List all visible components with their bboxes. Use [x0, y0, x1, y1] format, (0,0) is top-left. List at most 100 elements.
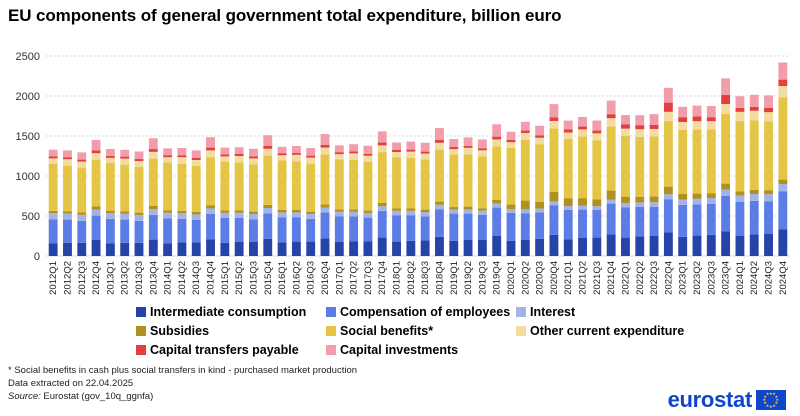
- bar-segment: [48, 156, 58, 159]
- bar-segment: [578, 116, 587, 127]
- x-tick-label: 2022Q3: [649, 261, 660, 295]
- bar-segment: [449, 139, 459, 148]
- bar-segment: [592, 140, 602, 200]
- bar-segment: [663, 87, 673, 103]
- bar-segment: [520, 132, 530, 140]
- bar-segment: [177, 210, 187, 214]
- bar-segment: [535, 137, 545, 145]
- bar-segment: [435, 209, 444, 237]
- x-tick-label: 2021Q3: [592, 261, 603, 295]
- bar-segment: [449, 207, 459, 210]
- flag-star-icon: ★: [772, 391, 776, 397]
- bar-segment: [392, 215, 401, 242]
- flag-star-icon: ★: [774, 393, 779, 399]
- bar-segment: [663, 102, 673, 112]
- bar-segment: [206, 239, 215, 256]
- bar-segment: [692, 198, 702, 205]
- bar-segment: [764, 121, 773, 191]
- bar-segment: [635, 125, 645, 130]
- legend-swatch: [516, 326, 526, 336]
- bar-segment: [206, 157, 215, 206]
- bar-segment: [549, 201, 559, 206]
- legend-label: Other current expenditure: [530, 324, 685, 338]
- bar-segment: [506, 240, 516, 256]
- bar-segment: [535, 208, 545, 213]
- y-tick-label: 1500: [16, 131, 40, 143]
- bar-segment: [306, 218, 316, 242]
- bar-segment: [721, 189, 731, 196]
- bar-segment: [206, 208, 215, 214]
- bar-segment: [48, 213, 58, 220]
- chart-title: EU components of general government tota…: [8, 6, 562, 25]
- bar-segment: [349, 241, 359, 256]
- bar-segment: [77, 242, 87, 256]
- bar-segment: [134, 242, 144, 256]
- bar-segment: [63, 219, 72, 243]
- bar-segment: [234, 218, 244, 242]
- x-tick-label: 2019Q1: [449, 261, 460, 295]
- bar-segment: [406, 208, 416, 211]
- bar-segment: [678, 106, 688, 118]
- bar-segment: [220, 242, 230, 256]
- bar-segment: [520, 213, 530, 240]
- bar-segment: [291, 217, 301, 242]
- bar-segment: [406, 151, 416, 158]
- bar-segment: [48, 149, 58, 157]
- bar-segment: [449, 154, 459, 208]
- bar-segment: [105, 157, 115, 164]
- legend-label: Subsidies: [150, 324, 210, 338]
- x-tick-label: 2013Q1: [105, 261, 116, 295]
- bar-segment: [692, 204, 702, 236]
- bar-segment: [578, 136, 587, 199]
- eu-flag-icon: ★ ★ ★ ★ ★ ★ ★ ★ ★ ★ ★ ★: [756, 390, 786, 410]
- bar-segment: [492, 146, 502, 200]
- bar-segment: [349, 144, 359, 152]
- bar-segment: [435, 236, 444, 256]
- bar-segment: [91, 160, 101, 207]
- eurostat-logo: eurostat ★ ★ ★ ★ ★ ★ ★ ★ ★ ★ ★ ★: [668, 387, 786, 413]
- bar-segment: [563, 210, 573, 240]
- bar-segment: [320, 144, 330, 148]
- bar-segment: [721, 104, 731, 114]
- bar-segment: [334, 145, 344, 153]
- bar-segment: [320, 154, 330, 205]
- bar-segment: [177, 157, 187, 164]
- bar-segment: [177, 218, 187, 243]
- bar-segment: [549, 128, 559, 192]
- x-tick-label: 2014Q1: [163, 261, 174, 295]
- bar-segment: [520, 240, 530, 256]
- x-tick-label: 2013Q3: [134, 261, 145, 295]
- bar-segment: [291, 154, 301, 162]
- bar-segment: [105, 243, 115, 256]
- bar-segment: [749, 94, 759, 107]
- x-tick-label: 2016Q4: [320, 261, 331, 295]
- legend-item: Capital transfers payable: [136, 343, 326, 357]
- bar-segment: [477, 210, 487, 215]
- x-tick-label: 2015Q1: [220, 261, 231, 295]
- bar-segment: [320, 212, 330, 239]
- bar-segment: [48, 158, 58, 164]
- bar-segment: [48, 210, 58, 214]
- bar-segment: [234, 156, 244, 163]
- bar-segment: [91, 153, 101, 160]
- bar-segment: [148, 149, 158, 152]
- bar-segment: [721, 196, 731, 232]
- bar-segment: [191, 160, 201, 166]
- bar-segment: [549, 104, 559, 118]
- bar-segment: [706, 106, 716, 118]
- bar-segment: [334, 242, 344, 256]
- bar-segment: [277, 146, 287, 154]
- bar-segment: [334, 216, 344, 242]
- bar-segment: [592, 133, 602, 141]
- bar-segment: [349, 211, 359, 217]
- bar-segment: [420, 216, 430, 241]
- bar-segment: [520, 209, 530, 214]
- bar-segment: [578, 209, 587, 238]
- bar-segment: [721, 114, 731, 184]
- footnote: * Social benefits in cash plus social tr…: [8, 365, 358, 376]
- bar-segment: [492, 124, 502, 137]
- bar-segment: [406, 210, 416, 216]
- bar-segment: [320, 204, 330, 208]
- x-tick-label: 2014Q3: [191, 261, 202, 295]
- bar-segment: [463, 209, 473, 214]
